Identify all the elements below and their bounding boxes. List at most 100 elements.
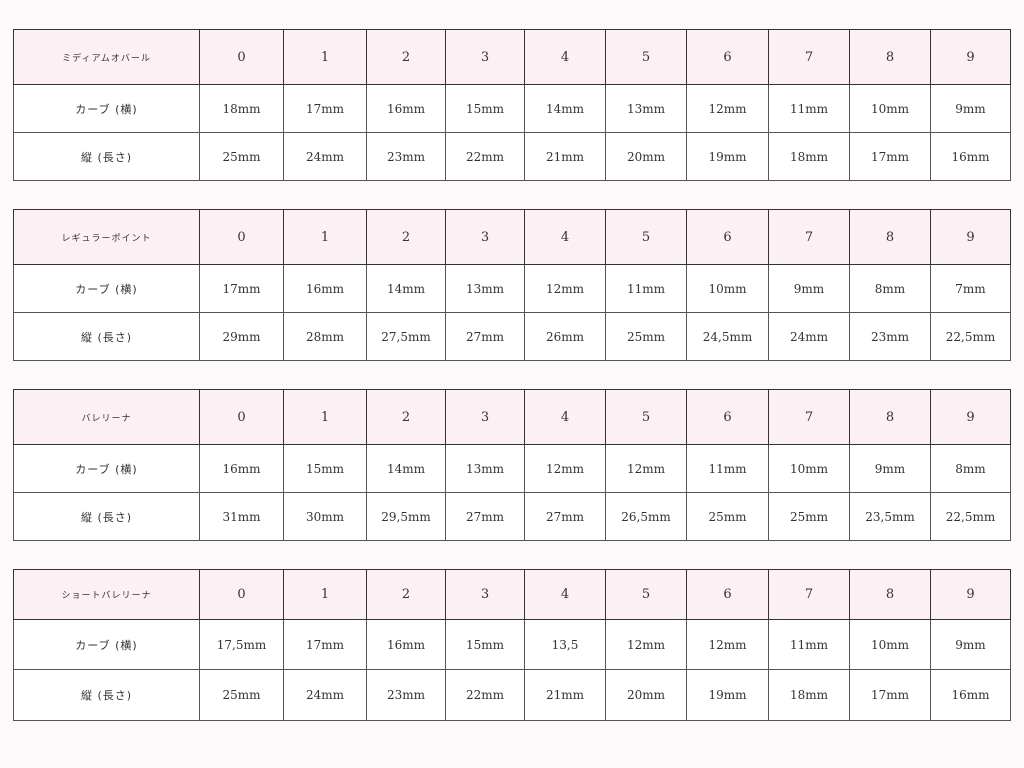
length-cell: 21mm — [524, 132, 606, 181]
size-header-cell: 6 — [686, 29, 769, 85]
size-header-cell: 0 — [199, 29, 284, 85]
size-header-cell: 5 — [605, 29, 687, 85]
curve-cell: 8mm — [930, 444, 1011, 493]
curve-cell: 11mm — [686, 444, 769, 493]
length-cell: 20mm — [605, 669, 687, 721]
length-cell: 24mm — [768, 312, 850, 361]
length-cell: 27,5mm — [366, 312, 446, 361]
length-cell: 16mm — [930, 669, 1011, 721]
length-row: 縦 (長さ) 29mm 28mm 27,5mm 27mm 26mm 25mm 24,5mm 24… — [13, 312, 1011, 361]
size-header-cell: 9 — [930, 209, 1011, 265]
curve-cell: 11mm — [768, 84, 850, 133]
length-row: 縦 (長さ) 25mm 24mm 23mm 22mm 21mm 20mm 19mm 18mm 17… — [13, 132, 1011, 181]
curve-cell: 12mm — [524, 264, 606, 313]
curve-cell: 12mm — [686, 619, 769, 670]
size-header-cell: 7 — [768, 389, 850, 445]
row-label: 縦 (長さ) — [13, 132, 200, 181]
size-header-cell: 7 — [768, 209, 850, 265]
curve-cell: 7mm — [930, 264, 1011, 313]
curve-cell: 9mm — [768, 264, 850, 313]
length-cell: 20mm — [605, 132, 687, 181]
row-label: カーブ (横) — [13, 444, 200, 493]
length-cell: 25mm — [199, 669, 284, 721]
curve-cell: 17mm — [283, 619, 367, 670]
length-cell: 25mm — [605, 312, 687, 361]
size-header-cell: 2 — [366, 569, 446, 620]
curve-cell: 15mm — [283, 444, 367, 493]
curve-cell: 9mm — [849, 444, 931, 493]
size-table: ショートバレリーナ 0 1 2 3 4 5 6 7 8 9 カーブ (横) 17,5mm 17mm 16mm… — [13, 569, 1011, 721]
size-table: バレリーナ 0 1 2 3 4 5 6 7 8 9 カーブ (横) 16mm 15mm 14mm 13mm 12… — [13, 389, 1011, 541]
size-header-cell: 5 — [605, 389, 687, 445]
curve-cell: 12mm — [686, 84, 769, 133]
curve-row: カーブ (横) 17mm 16mm 14mm 13mm 12mm 11mm 10mm 9mm 8m… — [13, 264, 1011, 313]
curve-cell: 9mm — [930, 84, 1011, 133]
size-header-cell: 3 — [445, 569, 525, 620]
curve-cell: 16mm — [283, 264, 367, 313]
length-cell: 25mm — [768, 492, 850, 541]
size-header-cell: 3 — [445, 209, 525, 265]
size-header-cell: 3 — [445, 29, 525, 85]
curve-cell: 16mm — [366, 84, 446, 133]
curve-cell: 10mm — [849, 619, 931, 670]
size-header-cell: 0 — [199, 209, 284, 265]
length-cell: 22mm — [445, 669, 525, 721]
length-cell: 16mm — [930, 132, 1011, 181]
length-row: 縦 (長さ) 31mm 30mm 29,5mm 27mm 27mm 26,5mm 25mm 25… — [13, 492, 1011, 541]
row-label: カーブ (横) — [13, 84, 200, 133]
size-header-cell: 0 — [199, 569, 284, 620]
length-cell: 27mm — [445, 312, 525, 361]
curve-cell: 17mm — [199, 264, 284, 313]
row-label: カーブ (横) — [13, 619, 200, 670]
size-header-cell: 5 — [605, 569, 687, 620]
length-cell: 30mm — [283, 492, 367, 541]
length-cell: 17mm — [849, 669, 931, 721]
length-cell: 27mm — [524, 492, 606, 541]
length-cell: 24,5mm — [686, 312, 769, 361]
length-cell: 25mm — [686, 492, 769, 541]
size-header-cell: 6 — [686, 389, 769, 445]
size-header-cell: 9 — [930, 569, 1011, 620]
curve-cell: 11mm — [768, 619, 850, 670]
size-header-cell: 2 — [366, 29, 446, 85]
curve-row: カーブ (横) 16mm 15mm 14mm 13mm 12mm 12mm 11mm 10mm 9… — [13, 444, 1011, 493]
length-cell: 29mm — [199, 312, 284, 361]
curve-cell: 17,5mm — [199, 619, 284, 670]
length-cell: 23,5mm — [849, 492, 931, 541]
length-cell: 19mm — [686, 132, 769, 181]
length-cell: 28mm — [283, 312, 367, 361]
header-row: バレリーナ 0 1 2 3 4 5 6 7 8 9 — [13, 389, 1011, 445]
size-header-cell: 3 — [445, 389, 525, 445]
curve-cell: 8mm — [849, 264, 931, 313]
size-table: レギュラーポイント 0 1 2 3 4 5 6 7 8 9 カーブ (横) 17mm 16mm 14mm 13… — [13, 209, 1011, 361]
length-row: 縦 (長さ) 25mm 24mm 23mm 22mm 21mm 20mm 19mm 18mm 17… — [13, 669, 1011, 721]
length-cell: 26,5mm — [605, 492, 687, 541]
length-cell: 24mm — [283, 669, 367, 721]
table-title: バレリーナ — [13, 389, 200, 445]
table-title: レギュラーポイント — [13, 209, 200, 265]
curve-cell: 16mm — [199, 444, 284, 493]
curve-cell: 13mm — [605, 84, 687, 133]
size-header-cell: 8 — [849, 29, 931, 85]
size-header-cell: 1 — [283, 29, 367, 85]
row-label: 縦 (長さ) — [13, 492, 200, 541]
size-header-cell: 1 — [283, 569, 367, 620]
header-row: ミディアムオバール 0 1 2 3 4 5 6 7 8 9 — [13, 29, 1011, 85]
curve-cell: 14mm — [366, 444, 446, 493]
curve-cell: 10mm — [849, 84, 931, 133]
length-cell: 31mm — [199, 492, 284, 541]
curve-row: カーブ (横) 18mm 17mm 16mm 15mm 14mm 13mm 12mm 11mm 1… — [13, 84, 1011, 133]
curve-cell: 14mm — [524, 84, 606, 133]
size-header-cell: 1 — [283, 209, 367, 265]
size-header-cell: 4 — [524, 569, 606, 620]
size-header-cell: 9 — [930, 29, 1011, 85]
length-cell: 25mm — [199, 132, 284, 181]
length-cell: 26mm — [524, 312, 606, 361]
size-header-cell: 8 — [849, 389, 931, 445]
header-row: レギュラーポイント 0 1 2 3 4 5 6 7 8 9 — [13, 209, 1011, 265]
curve-cell: 9mm — [930, 619, 1011, 670]
curve-cell: 17mm — [283, 84, 367, 133]
size-table: ミディアムオバール 0 1 2 3 4 5 6 7 8 9 カーブ (横) 18mm 17mm 16mm 15… — [13, 29, 1011, 181]
curve-cell: 12mm — [524, 444, 606, 493]
curve-cell: 12mm — [605, 444, 687, 493]
